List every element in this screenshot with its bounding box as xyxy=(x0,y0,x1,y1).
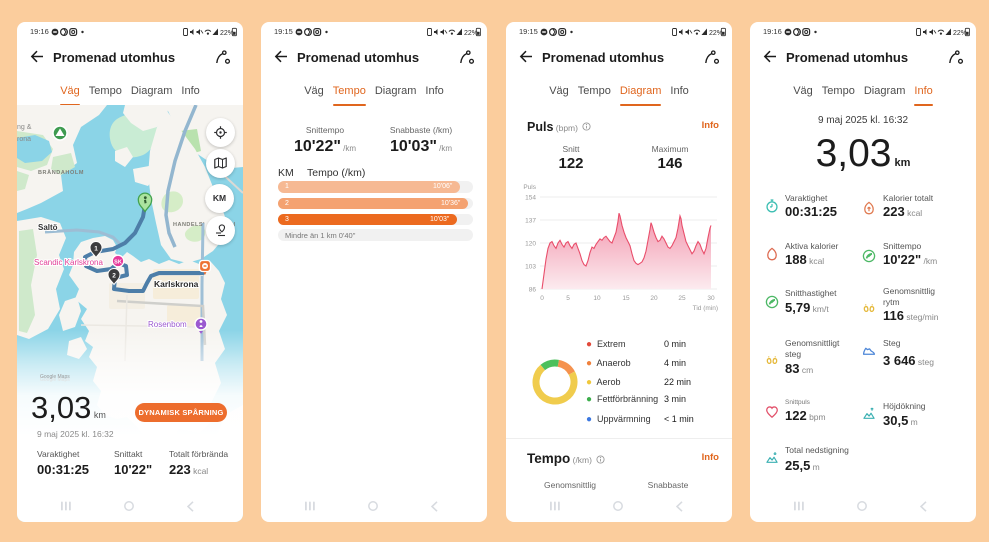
svg-text:Saltö: Saltö xyxy=(38,223,58,232)
svg-text:rona: rona xyxy=(17,136,31,143)
svg-text:1: 1 xyxy=(94,246,98,253)
svg-text:22%: 22% xyxy=(464,30,478,37)
svg-text:103: 103 xyxy=(525,264,536,271)
svg-text:25: 25 xyxy=(678,295,686,302)
svg-text:154: 154 xyxy=(525,195,536,202)
svg-text:ng &: ng & xyxy=(17,124,32,131)
svg-text:SK: SK xyxy=(114,260,122,266)
svg-text:22%: 22% xyxy=(953,30,967,37)
svg-text:Tid (min): Tid (min) xyxy=(693,305,718,312)
svg-text:15: 15 xyxy=(622,295,630,302)
svg-text:30: 30 xyxy=(707,295,715,302)
svg-text:86: 86 xyxy=(529,287,537,294)
svg-text:Puls: Puls xyxy=(523,184,536,191)
svg-text:BRÄNDAHOLM: BRÄNDAHOLM xyxy=(38,169,84,176)
svg-text:137: 137 xyxy=(525,218,536,225)
svg-text:10: 10 xyxy=(593,295,601,302)
svg-text:20: 20 xyxy=(650,295,658,302)
svg-text:Karlskrona: Karlskrona xyxy=(154,279,199,289)
svg-text:2: 2 xyxy=(112,273,116,280)
svg-text:0: 0 xyxy=(540,295,544,302)
svg-text:22%: 22% xyxy=(709,30,723,37)
svg-text:5: 5 xyxy=(566,295,570,302)
svg-text:Rosenbom: Rosenbom xyxy=(148,320,187,329)
svg-text:22%: 22% xyxy=(220,30,234,37)
svg-text:HANDELS': HANDELS' xyxy=(173,222,205,228)
svg-text:Scandic Karlskrona: Scandic Karlskrona xyxy=(34,258,103,267)
svg-text:120: 120 xyxy=(525,241,536,248)
